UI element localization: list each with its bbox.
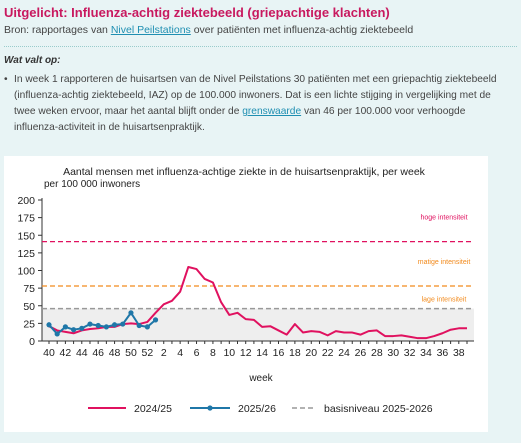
- x-tick-label: 4: [177, 347, 183, 359]
- x-tick-label: 26: [355, 347, 367, 359]
- series-2025-26-point: [87, 321, 93, 327]
- section-heading: Wat valt op:: [4, 55, 61, 66]
- divider: [4, 46, 517, 47]
- x-tick-label: 52: [142, 347, 154, 359]
- x-tick-label: 12: [240, 347, 252, 359]
- chart-container: Aantal mensen met influenza-achtige ziek…: [4, 156, 488, 432]
- x-tick-label: 24: [338, 347, 350, 359]
- legend-label-2024-25: 2024/25: [134, 403, 172, 415]
- x-tick-label: 28: [371, 347, 383, 359]
- series-2025-26-point: [120, 321, 126, 327]
- series-2025-26-point: [95, 322, 101, 329]
- y-tick-label: 100: [17, 266, 35, 278]
- summary-text-part2: van 46 per 100.000 voor verhoogde influe…: [14, 106, 466, 133]
- y-tick-label: 200: [17, 195, 35, 207]
- legend-marker-2025-26: [207, 405, 213, 411]
- series-2025-26-point: [136, 322, 142, 329]
- page-title: Uitgelicht: Influenza-achtig ziektebeeld…: [4, 5, 390, 20]
- x-tick-label: 10: [223, 347, 235, 359]
- y-tick-label: 75: [23, 283, 35, 295]
- x-tick-label: 38: [453, 347, 465, 359]
- influenza-chart: Aantal mensen met influenza-achtige ziek…: [17, 166, 474, 415]
- y-tick-label: 0: [29, 336, 35, 348]
- series-2025-26-point: [103, 324, 109, 330]
- series-2024-25-line: [48, 265, 467, 340]
- series-2025-26-point: [79, 325, 85, 331]
- x-tick-label: 8: [210, 347, 216, 359]
- threshold-label: matige intensiteit: [418, 259, 471, 266]
- series-2025-26-point: [128, 310, 134, 316]
- x-tick-label: 14: [256, 347, 268, 359]
- threshold-label: hoge intensiteit: [420, 215, 467, 222]
- nivel-peilstations-link[interactable]: Nivel Peilstations: [110, 24, 191, 36]
- summary-text-part1: In week 1 rapporteren de huisartsen van …: [14, 74, 497, 117]
- x-tick-label: 18: [289, 347, 301, 359]
- x-tick-label: 34: [420, 347, 432, 359]
- x-tick-label: 30: [387, 347, 399, 359]
- legend: 2024/25 2025/26 basisniveau 2025-2026: [88, 403, 433, 415]
- summary-bullet: • In week 1 rapporteren de huisartsen va…: [4, 72, 509, 136]
- x-tick-label: 32: [404, 347, 416, 359]
- series-2025-26-point: [54, 331, 60, 337]
- x-tick-label: 48: [109, 347, 121, 359]
- x-tick-label: 40: [43, 347, 55, 359]
- series-2025-26-point: [62, 324, 68, 330]
- y-axis-label: per 100 000 inwoners: [44, 179, 140, 190]
- source-suffix: over patiënten met influenza-achtig ziek…: [190, 24, 414, 36]
- x-axis-label: week: [248, 373, 273, 384]
- series-2025-26-point: [111, 322, 118, 328]
- summary-text: In week 1 rapporteren de huisartsen van …: [14, 72, 509, 136]
- x-tick-label: 36: [437, 347, 449, 359]
- x-tick-label: 46: [92, 347, 104, 359]
- y-tick-label: 50: [23, 301, 35, 313]
- x-tick-label: 44: [76, 347, 88, 359]
- y-tick-label: 175: [17, 213, 35, 225]
- x-tick-label: 22: [322, 347, 334, 359]
- series-2025-26-point: [70, 327, 77, 333]
- source-line: Bron: rapportages van Nivel Peilstations…: [4, 24, 413, 36]
- x-tick-label: 42: [60, 347, 72, 359]
- series-2025-26-point: [144, 324, 150, 330]
- legend-label-2025-26: 2025/26: [238, 403, 276, 415]
- threshold-label: lage intensiteit: [422, 297, 467, 304]
- x-tick-label: 6: [194, 347, 200, 359]
- legend-label-baseline: basisniveau 2025-2026: [324, 403, 433, 415]
- y-tick-label: 150: [17, 230, 35, 242]
- source-prefix: Bron: rapportages van: [4, 24, 111, 36]
- grenswaarde-link[interactable]: grenswaarde: [242, 106, 302, 117]
- x-tick-label: 50: [125, 347, 137, 359]
- x-tick-label: 20: [305, 347, 317, 359]
- chart-title: Aantal mensen met influenza-achtige ziek…: [63, 166, 426, 178]
- x-tick-label: 16: [273, 347, 285, 359]
- series-2025-26-point: [152, 317, 159, 323]
- y-tick-label: 125: [17, 248, 35, 260]
- x-tick-label: 2: [161, 347, 167, 359]
- y-tick-label: 25: [23, 318, 35, 330]
- series-2025-26-point: [46, 322, 52, 328]
- bullet-icon: •: [4, 74, 8, 85]
